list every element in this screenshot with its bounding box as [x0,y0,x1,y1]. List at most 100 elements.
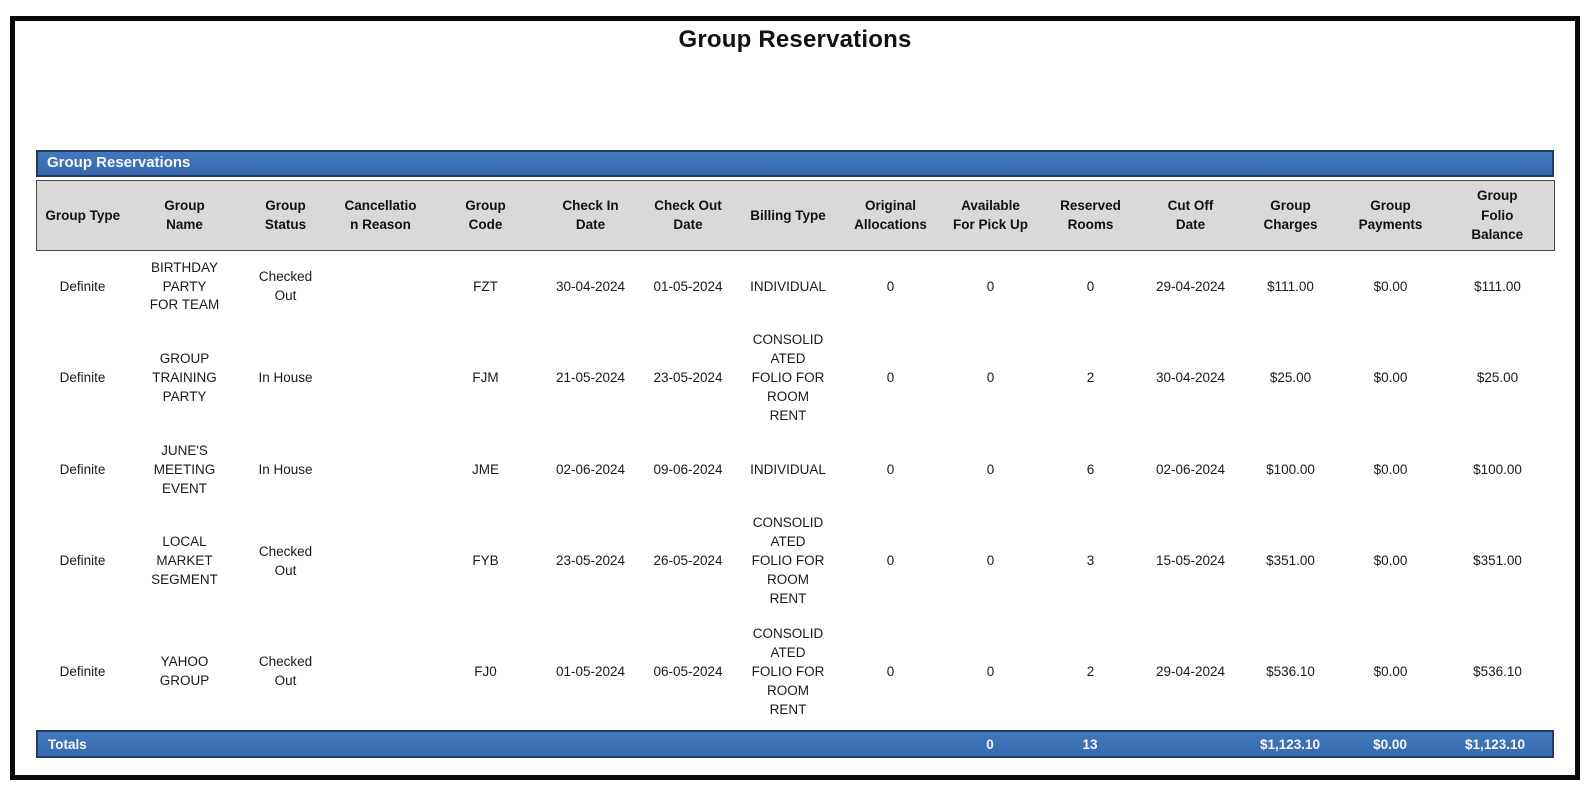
cell-check-out-date: 06-05-2024 [653,663,723,679]
group-reservations-report: Group Reservations Group Type Group Name… [36,150,1555,759]
cell-group-name: LOCAL MARKET SEGMENT [151,534,218,588]
table-row: Definite BIRTHDAY PARTY FOR TEAM Checked… [37,250,1555,323]
table-row: Definite YAHOO GROUP Checked Out FJ0 01-… [37,617,1555,727]
cell-group-payments: $0.00 [1373,370,1408,386]
page-title: Group Reservations [678,26,912,53]
column-header-group-charges: Group Charges [1240,180,1341,251]
cell-group-type: Definite [59,370,106,386]
table-row: Definite LOCAL MARKET SEGMENT Checked Ou… [37,506,1555,616]
cell-group-payments: $0.00 [1373,663,1408,679]
cell-cancellation-reason [331,434,431,507]
cell-group-payments: $0.00 [1373,278,1408,294]
cell-group-code: FYB [472,553,499,569]
cell-group-name: GROUP TRAINING PARTY [152,351,217,405]
cell-cut-off-date: 29-04-2024 [1155,278,1226,294]
totals-available-for-pick-up: 0 [986,736,994,752]
cell-check-in-date: 01-05-2024 [555,663,626,679]
cell-check-in-date: 23-05-2024 [555,553,626,569]
cell-original-allocations: 0 [886,663,895,679]
cell-group-code: JME [472,461,499,477]
cell-group-folio-balance: $111.00 [1474,278,1521,294]
cell-group-code: FJ0 [474,663,497,679]
cell-group-payments: $0.00 [1373,553,1408,569]
cell-group-charges: $351.00 [1266,553,1315,569]
cell-group-name: JUNE'S MEETING EVENT [153,442,216,496]
cell-cancellation-reason [331,250,431,323]
column-header-cancellation-reason: Cancellatio n Reason [330,180,431,251]
cell-original-allocations: 0 [886,370,895,386]
column-header-group-name: Group Name [128,180,241,251]
column-header-check-out-date: Check Out Date [640,180,736,251]
report-section-header: Group Reservations [36,150,1554,177]
cell-reserved-rooms: 0 [1086,278,1095,294]
cell-available-for-pick-up: 0 [986,370,995,386]
cell-cancellation-reason [331,506,431,616]
totals-group-payments: $0.00 [1373,736,1407,752]
totals-row: Totals 0 13 $1,123.10 $0.00 $1,123.10 [36,730,1554,759]
table-row: Definite GROUP TRAINING PARTY In House F… [37,323,1555,433]
totals-reserved-rooms: 13 [1082,736,1098,752]
cell-available-for-pick-up: 0 [986,663,995,679]
cell-check-out-date: 23-05-2024 [653,370,723,386]
totals-group-folio-balance: $1,123.10 [1464,736,1526,752]
cell-billing-type: CONSOLID ATED FOLIO FOR ROOM RENT [751,332,825,423]
column-header-group-code: Group Code [430,180,541,251]
column-header-billing-type: Billing Type [735,180,841,251]
cell-group-charges: $25.00 [1269,370,1312,386]
cell-group-charges: $100.00 [1266,461,1315,477]
cell-check-in-date: 21-05-2024 [555,370,626,386]
cell-check-out-date: 09-06-2024 [653,461,723,477]
cell-group-type: Definite [59,278,106,294]
cell-original-allocations: 0 [886,278,895,294]
cell-group-folio-balance: $25.00 [1476,370,1519,386]
cell-billing-type: CONSOLID ATED FOLIO FOR ROOM RENT [751,515,825,607]
column-header-cut-off-date: Cut Off Date [1140,180,1241,251]
cell-available-for-pick-up: 0 [986,461,995,477]
cell-group-status: In House [258,461,313,477]
cell-cancellation-reason [331,617,431,727]
cell-group-type: Definite [59,553,106,569]
cell-billing-type: INDIVIDUAL [750,461,826,477]
cell-group-type: Definite [59,461,106,477]
cell-reserved-rooms: 6 [1086,461,1095,477]
column-header-reserved-rooms: Reserved Rooms [1040,180,1141,251]
group-reservations-table: Group Type Group Name Group Status Cance… [36,180,1555,727]
cell-group-folio-balance: $100.00 [1473,461,1522,477]
cell-group-status: Checked Out [258,543,313,578]
cell-cut-off-date: 29-04-2024 [1155,663,1226,679]
cell-group-charges: $111.00 [1267,278,1314,294]
column-header-group-status: Group Status [240,180,331,251]
cell-original-allocations: 0 [886,461,895,477]
column-header-available-for-pick-up: Available For Pick Up [940,180,1041,251]
cell-check-out-date: 01-05-2024 [653,278,723,294]
cell-group-code: FJM [472,370,499,386]
cell-cut-off-date: 30-04-2024 [1155,370,1226,386]
column-header-group-folio-balance: Group Folio Balance [1440,180,1555,251]
cell-reserved-rooms: 3 [1086,553,1095,569]
column-header-group-payments: Group Payments [1340,180,1441,251]
cell-group-code: FZT [473,278,498,294]
cell-group-name: YAHOO GROUP [159,654,210,689]
cell-check-out-date: 26-05-2024 [653,553,723,569]
cell-cancellation-reason [331,323,431,433]
totals-group-charges: $1,123.10 [1259,736,1321,752]
cell-cut-off-date: 02-06-2024 [1155,461,1226,477]
cell-group-folio-balance: $536.10 [1473,663,1522,679]
cell-group-name: BIRTHDAY PARTY FOR TEAM [149,259,220,313]
cell-original-allocations: 0 [886,553,895,569]
cell-group-payments: $0.00 [1373,461,1408,477]
cell-check-in-date: 30-04-2024 [555,278,626,294]
cell-reserved-rooms: 2 [1086,663,1095,679]
table-header-row: Group Type Group Name Group Status Cance… [36,180,1555,251]
cell-billing-type: INDIVIDUAL [750,278,826,294]
cell-group-charges: $536.10 [1266,663,1315,679]
cell-billing-type: CONSOLID ATED FOLIO FOR ROOM RENT [751,625,825,717]
cell-group-folio-balance: $351.00 [1473,553,1522,569]
column-header-group-type: Group Type [36,180,129,251]
column-header-check-in-date: Check In Date [540,180,641,251]
cell-group-status: In House [258,370,313,386]
section-title: Group Reservations [47,154,191,171]
column-header-original-allocations: Original Allocations [840,180,941,251]
table-row: Definite JUNE'S MEETING EVENT In House J… [37,434,1555,507]
totals-label: Totals [48,736,87,752]
